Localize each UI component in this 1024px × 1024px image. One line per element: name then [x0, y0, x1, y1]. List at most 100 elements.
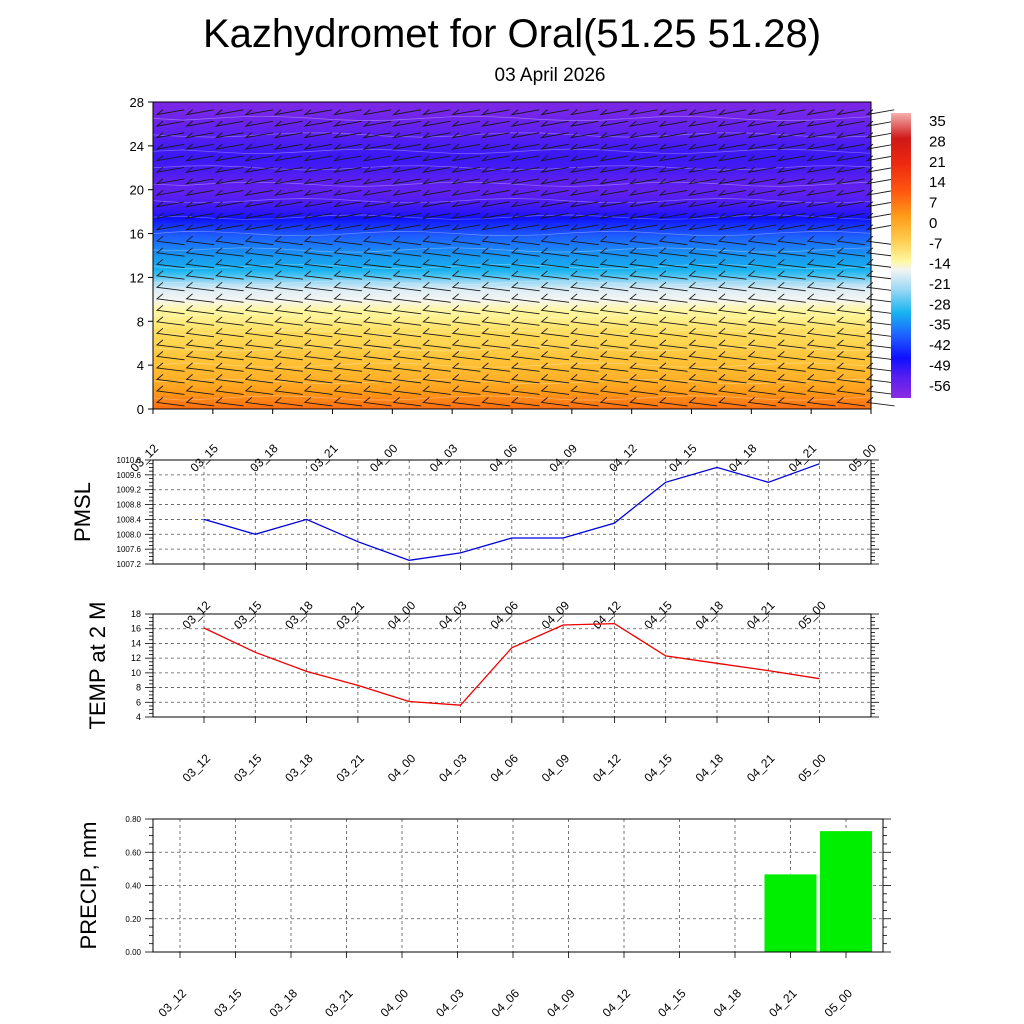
- cross-section-band: [153, 214, 871, 217]
- wind-barb: [658, 189, 688, 196]
- wind-barb: [422, 374, 451, 384]
- wind-barb: [362, 189, 392, 196]
- wind-barb: [422, 339, 451, 349]
- cross-section-band: [153, 105, 871, 108]
- wind-barb: [155, 258, 185, 269]
- wind-barb: [806, 385, 836, 395]
- wind-barb: [155, 120, 185, 127]
- wind-barb: [688, 362, 718, 372]
- wind-barb: [185, 258, 215, 269]
- wind-barb: [688, 351, 718, 361]
- wind-barb: [569, 132, 599, 139]
- wind-barb: [185, 155, 214, 162]
- wind-barb: [185, 281, 215, 292]
- wind-barb: [392, 212, 421, 219]
- wind-barb: [806, 339, 836, 349]
- wind-barb: [215, 235, 244, 246]
- wind-barb: [303, 327, 333, 338]
- wind-barb: [540, 304, 570, 315]
- wind-barb: [481, 327, 511, 338]
- wind-barb: [481, 304, 511, 315]
- wind-barb: [214, 143, 244, 150]
- wind-barb: [421, 189, 451, 196]
- wind-barb: [155, 327, 185, 338]
- cross-section-band: [153, 101, 871, 104]
- x-tick-label: 03_12: [156, 986, 190, 1020]
- wind-barb: [629, 351, 658, 361]
- wind-barb: [540, 397, 570, 407]
- x-tick-label: 03_21: [322, 986, 356, 1020]
- cross-section-band: [153, 170, 871, 173]
- cross-section-band: [153, 308, 871, 311]
- wind-barb: [570, 270, 599, 280]
- wind-barb: [836, 270, 866, 280]
- wind-barb: [303, 270, 333, 280]
- wind-barb: [155, 293, 185, 303]
- wind-barb: [777, 397, 806, 407]
- wind-barb: [303, 166, 333, 173]
- temp-line: [203, 622, 820, 706]
- wind-barb: [510, 362, 540, 372]
- wind-barb: [599, 201, 628, 208]
- cross-section-band: [153, 325, 871, 328]
- wind-barb: [244, 109, 273, 116]
- cross-section-band: [153, 220, 871, 223]
- wind-barb: [421, 166, 451, 173]
- cross-section-band: [153, 257, 871, 260]
- contour-line: [152, 362, 872, 368]
- wind-barb: [717, 120, 747, 127]
- wind-barb: [155, 247, 185, 257]
- cross-section-band: [153, 304, 871, 307]
- wind-barb: [687, 178, 717, 185]
- wind-barb: [718, 247, 747, 257]
- x-tick-label: 03_15: [231, 598, 265, 632]
- wind-barb: [214, 109, 244, 116]
- cross-section-band: [153, 363, 871, 366]
- wind-barb: [362, 224, 392, 231]
- wind-barb: [510, 166, 540, 173]
- wind-barb: [688, 247, 718, 257]
- wind-barb: [629, 397, 658, 407]
- wind-barb: [422, 270, 451, 280]
- precip-bar: [819, 830, 873, 953]
- y-tick-label: 1008.0: [117, 530, 142, 539]
- wind-barb: [687, 189, 717, 196]
- wind-barb: [688, 316, 718, 326]
- wind-barb: [510, 155, 540, 162]
- wind-barb: [155, 212, 185, 219]
- colorbar-label: -56: [929, 378, 951, 395]
- cross-section-band: [153, 307, 871, 310]
- wind-barb: [451, 339, 481, 349]
- wind-barb: [599, 189, 628, 196]
- wind-barb: [363, 362, 392, 372]
- wind-barb: [274, 270, 303, 280]
- cross-section-fill: [153, 101, 871, 410]
- wind-barb: [480, 189, 510, 196]
- wind-barb: [658, 224, 688, 231]
- cross-section-band: [153, 341, 871, 344]
- wind-barb: [629, 235, 658, 246]
- y-tick-label: 6: [136, 697, 141, 707]
- wind-barb: [540, 201, 569, 208]
- wind-barb: [363, 374, 392, 384]
- x-tick-label: 03_18: [247, 441, 281, 475]
- cross-section-band: [153, 277, 871, 280]
- wind-barb: [214, 201, 244, 208]
- y-tick-label: 4: [136, 712, 141, 722]
- wind-barb: [362, 109, 392, 116]
- wind-barb: [155, 351, 185, 361]
- wind-barb: [628, 166, 658, 173]
- wind-barb: [244, 212, 273, 219]
- y-tick-label: 12: [130, 270, 144, 285]
- wind-barb: [215, 258, 244, 269]
- wind-barb: [540, 351, 570, 361]
- cross-section-band: [153, 348, 871, 351]
- wind-barb: [392, 247, 422, 257]
- wind-barb: [244, 293, 274, 303]
- wind-barb: [244, 247, 274, 257]
- wind-barb: [806, 155, 836, 162]
- wind-barb: [836, 247, 866, 257]
- wind-barb: [717, 201, 747, 208]
- colorbar-label: 14: [929, 174, 946, 191]
- wind-barb: [747, 224, 776, 231]
